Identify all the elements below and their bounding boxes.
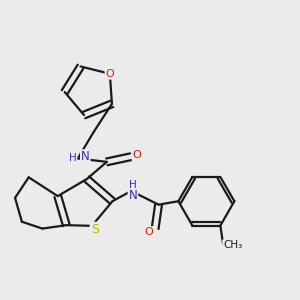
Text: CH₃: CH₃ bbox=[223, 240, 242, 250]
Text: H: H bbox=[129, 180, 137, 190]
Text: N: N bbox=[128, 189, 137, 202]
Text: O: O bbox=[133, 150, 141, 160]
Text: H: H bbox=[69, 154, 76, 164]
Text: S: S bbox=[91, 223, 99, 236]
Text: O: O bbox=[145, 227, 153, 237]
Text: N: N bbox=[81, 150, 90, 163]
Text: O: O bbox=[106, 69, 114, 79]
